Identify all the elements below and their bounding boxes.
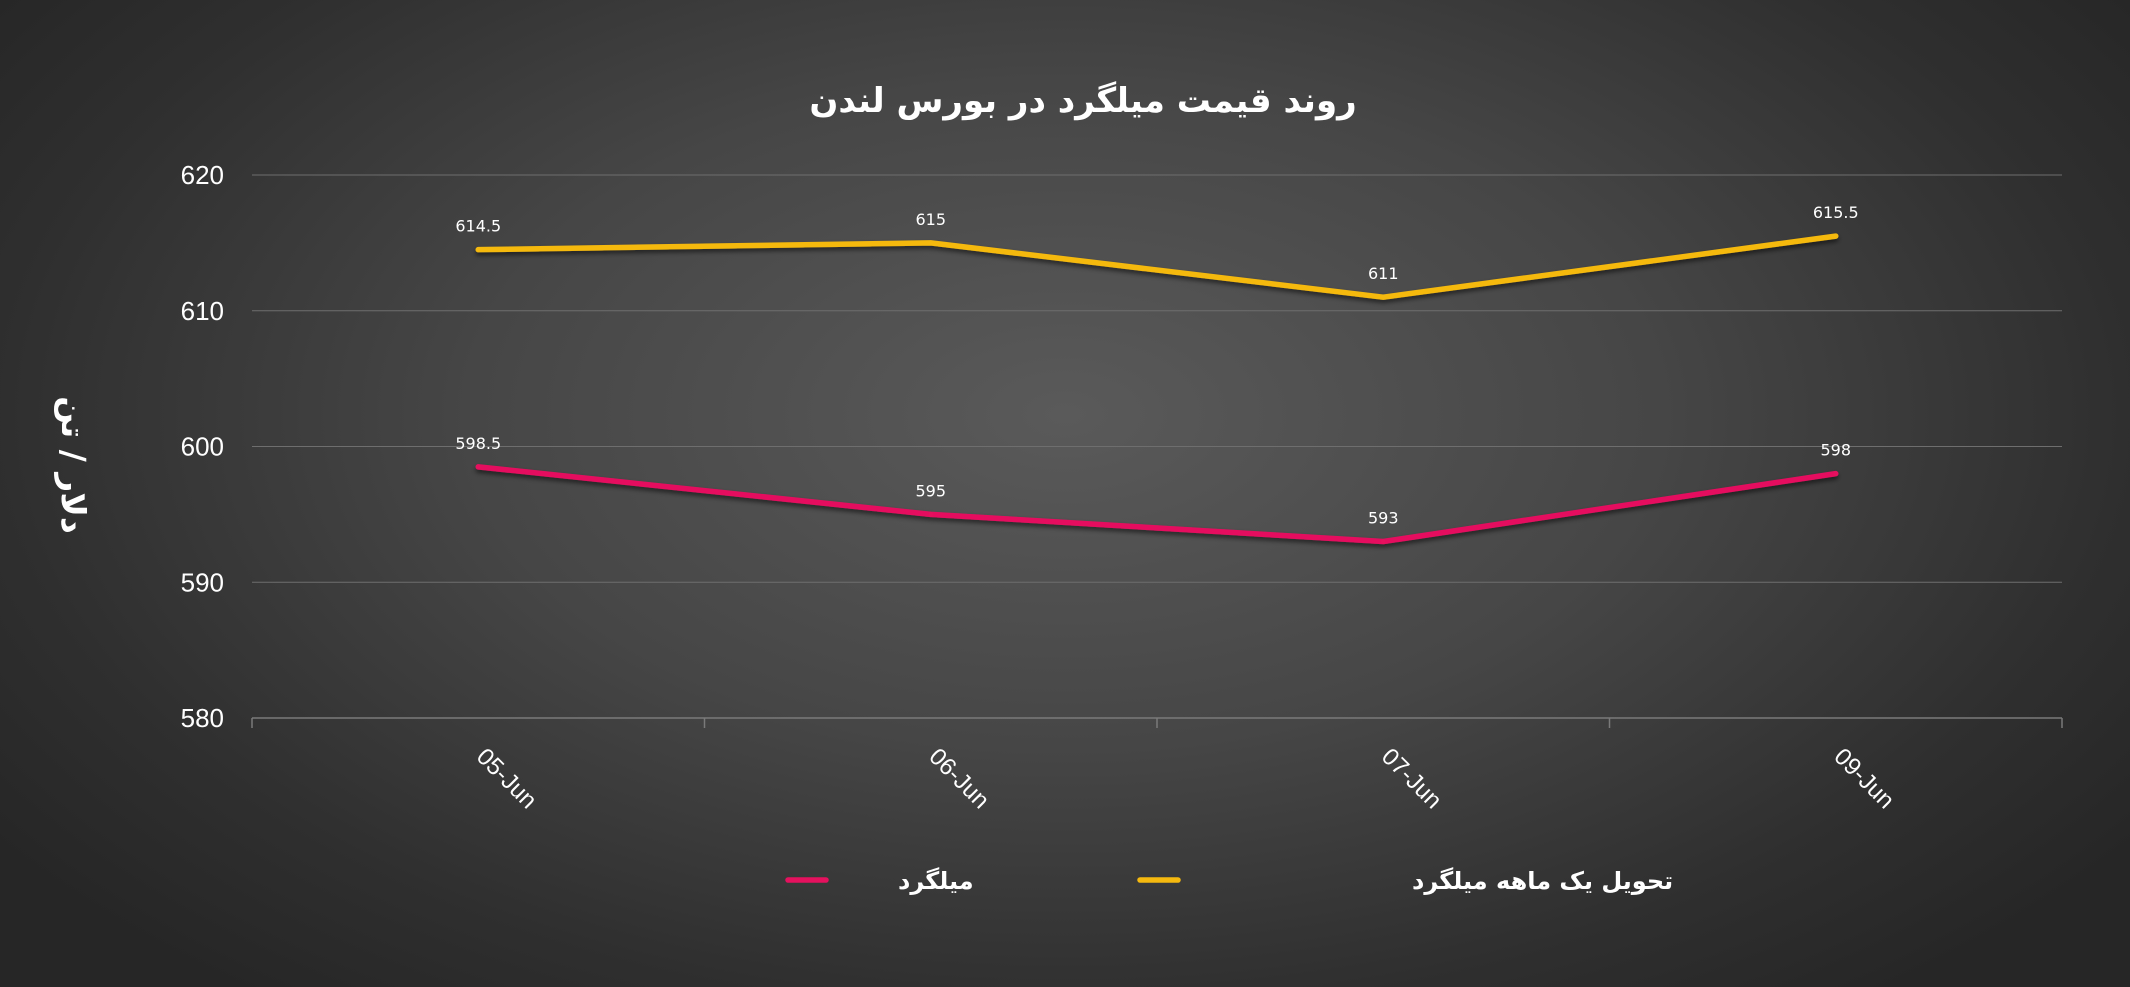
data-label: 614.5 [455,217,501,236]
legend-label: تحویل یک ماهه میلگرد [1412,867,1673,895]
data-label: 595 [915,481,946,500]
data-label: 615.5 [1813,203,1859,222]
chart-title: روند قیمت میلگرد در بورس لندن [809,81,1356,121]
y-tick-label: 600 [181,432,224,462]
legend: میلگرد تحویل یک ماهه میلگرد [785,867,1673,895]
data-point [475,247,481,253]
data-point [1833,233,1839,239]
data-label: 615 [915,210,946,229]
y-axis-ticks: 580 590 600 610 620 [181,160,224,733]
y-tick-label: 580 [181,703,224,733]
x-tick-label: 07-Jun [1376,743,1447,814]
y-axis-title: دلار / تن [53,396,93,534]
y-tick-label: 590 [181,567,224,597]
data-label: 598.5 [455,434,501,453]
data-point [1380,294,1386,300]
x-tick-label: 06-Jun [924,743,995,814]
data-point [1380,539,1386,545]
x-tick-label: 09-Jun [1829,743,1900,814]
data-label: 598 [1820,441,1851,460]
legend-label: میلگرد [898,867,974,895]
y-tick-label: 610 [181,296,224,326]
x-axis-ticks: 05-Jun 06-Jun 07-Jun 09-Jun [471,743,1899,814]
series-line [475,233,1839,300]
data-label: 611 [1368,264,1399,283]
data-point [928,240,934,246]
y-tick-label: 620 [181,160,224,190]
data-point [928,511,934,517]
x-axis [251,717,2063,728]
series-lines [475,233,1839,545]
data-labels: 598.5 595 593 598 614.5 615 611 615.5 [455,203,1858,527]
x-tick-label: 05-Jun [471,743,542,814]
data-label: 593 [1368,509,1399,528]
data-point [1833,471,1839,477]
gridlines [252,174,2062,583]
data-point [475,464,481,470]
series-line [475,464,1839,545]
